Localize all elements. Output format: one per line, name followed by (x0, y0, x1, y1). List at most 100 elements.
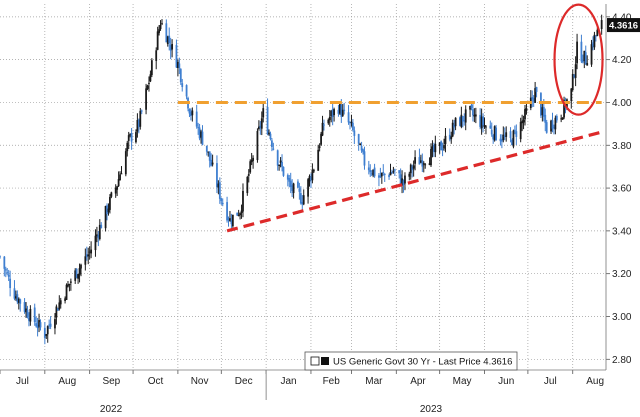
ohlc-body (281, 162, 283, 167)
ohlc-body (321, 122, 324, 136)
ohlc-body (450, 136, 453, 140)
y-tick-label: 4.20 (612, 55, 632, 66)
ohlc-body (398, 170, 401, 174)
ohlc-body (110, 192, 113, 197)
ohlc-body (535, 87, 538, 92)
ohlc-body (97, 234, 100, 238)
ohlc-body (301, 201, 304, 205)
ohlc-body (240, 210, 243, 213)
legend: US Generic Govt 30 Yr - Last Price 4.361… (304, 351, 518, 371)
ohlc-body (33, 307, 36, 323)
ohlc-body (98, 224, 101, 240)
ohlc-body (175, 44, 178, 68)
ohlc-body (330, 110, 333, 117)
ohlc-body (499, 138, 502, 142)
legend-label: US Generic Govt 30 Yr - Last Price 4.361… (333, 357, 512, 368)
ohlc-body (419, 160, 422, 163)
ohlc-body (448, 134, 451, 140)
ohlc-body (432, 144, 435, 152)
x-tick-label: May (453, 376, 472, 387)
ohlc-body (359, 143, 362, 146)
ohlc-body (412, 165, 415, 169)
x-axis: Jul Aug Sep Oct Nov Dec Jan Feb Mar Apr May Jun Jul A… (0, 369, 606, 415)
ohlc-body (43, 327, 46, 338)
ohlc-body (333, 109, 335, 116)
ohlc-body (310, 176, 312, 181)
ohlc-body (338, 103, 341, 114)
ohlc-body (68, 283, 71, 285)
ohlc-body (117, 179, 120, 187)
ohlc-body (441, 149, 444, 151)
ohlc-body (74, 270, 77, 281)
ohlc-body (64, 298, 66, 301)
ohlc-body (418, 157, 421, 165)
ohlc-body (443, 145, 445, 149)
ohlc-body (190, 112, 192, 116)
y-tick-label: 4.00 (612, 98, 632, 109)
ohlc-body (545, 122, 548, 133)
ohlc-body (524, 109, 526, 120)
ohlc-body (563, 99, 565, 118)
ohlc-body (584, 52, 587, 65)
ohlc-body (402, 180, 405, 185)
price-series (0, 14, 603, 345)
ohlc-body (100, 224, 103, 229)
ohlc-body (421, 160, 424, 167)
ohlc-body (159, 24, 162, 30)
y-tick-label: 2.80 (612, 355, 632, 366)
ohlc-body (505, 132, 508, 137)
ohlc-body (594, 35, 597, 37)
ohlc-body (495, 127, 497, 141)
ohlc-body (268, 132, 270, 135)
ohlc-body (19, 299, 22, 304)
ohlc-body (271, 140, 273, 147)
ohlc-body (411, 166, 414, 171)
ohlc-body (78, 268, 81, 275)
year-label: 2023 (420, 404, 443, 415)
x-tick-label: Jan (280, 376, 296, 387)
ohlc-body (430, 148, 432, 166)
ohlc-body (550, 120, 552, 132)
ohlc-body (431, 146, 434, 150)
ohlc-body (87, 254, 90, 257)
ohlc-body (256, 131, 259, 161)
ohlc-body (311, 169, 314, 181)
ohlc-body (55, 306, 58, 318)
ohlc-body (554, 117, 557, 130)
ohlc-body (451, 122, 454, 137)
ohlc-body (509, 131, 512, 138)
ohlc-body (65, 284, 68, 300)
ohlc-body (260, 118, 263, 129)
ohlc-body (541, 107, 544, 116)
ohlc-body (363, 151, 366, 166)
ohlc-body (25, 308, 27, 313)
ohlc-body (207, 151, 210, 153)
ohlc-body (88, 251, 91, 253)
ohlc-body (490, 129, 493, 135)
ohlc-body (126, 142, 129, 152)
ohlc-body (75, 268, 78, 278)
ohlc-body (408, 173, 411, 177)
ohlc-body (158, 29, 160, 33)
ohlc-body (480, 116, 483, 129)
ohlc-body (297, 181, 299, 188)
ohlc-body (137, 119, 140, 128)
ohlc-body (166, 36, 169, 45)
ohlc-body (337, 109, 340, 114)
ohlc-body (15, 296, 17, 299)
ohlc-body (54, 319, 56, 329)
ohlc-body (440, 141, 443, 151)
ohlc-body (46, 326, 49, 335)
ohlc-body (302, 195, 305, 205)
ohlc-body (185, 85, 188, 97)
ohlc-body (178, 63, 181, 68)
ohlc-body (370, 173, 373, 175)
x-tick-label: Sep (102, 376, 120, 387)
ohlc-body (221, 202, 224, 205)
ohlc-body (409, 164, 412, 174)
ohlc-body (150, 60, 153, 75)
ohlc-body (422, 163, 425, 165)
ohlc-body (553, 127, 555, 129)
ohlc-body (308, 176, 311, 182)
